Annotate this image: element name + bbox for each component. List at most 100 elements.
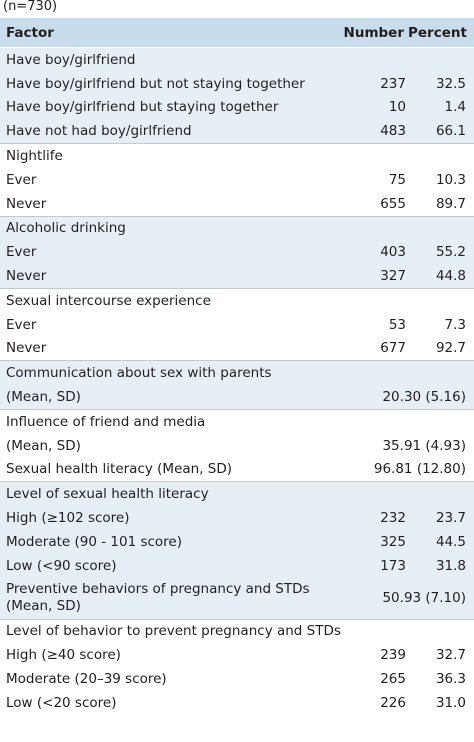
table-row: Have boy/girlfriend but not staying toge… [0, 71, 474, 96]
row-label: Influence of friend and media [0, 408, 336, 434]
row-label: Nightlife [0, 143, 336, 168]
table-row: Moderate (20–39 score) 265 36.3 [0, 667, 474, 691]
row-number: 655 [336, 191, 408, 217]
row-percent: 55.2 [408, 240, 474, 265]
row-percent: 10.3 [408, 167, 474, 192]
row-label: Never [0, 191, 336, 217]
table-row: Sexual health literacy (Mean, SD) 96.81 (… [0, 457, 474, 482]
table-row: Low (<20 score) 226 31.0 [0, 690, 474, 715]
row-number [336, 481, 408, 507]
header-number: Number [336, 18, 408, 48]
row-percent: 23.7 [408, 506, 474, 530]
row-label: (Mean, SD) [0, 433, 336, 458]
row-label: (Mean, SD) [0, 385, 336, 410]
row-mean-sd: 50.93 (7.10) [336, 577, 474, 620]
table-row: High (≥40 score) 239 32.7 [0, 643, 474, 668]
row-number: 677 [336, 336, 408, 361]
row-number: 239 [336, 643, 408, 668]
row-percent [408, 287, 474, 313]
row-percent [408, 360, 474, 386]
row-number [336, 215, 408, 241]
group-heading-row: Communication about sex with parents [0, 360, 474, 386]
row-label: High (≥102 score) [0, 506, 336, 530]
row-percent [408, 143, 474, 168]
table-row: (Mean, SD) 20.30 (5.16) [0, 385, 474, 410]
group-heading-row: Have boy/girlfriend [0, 47, 474, 72]
table-row: Never 327 44.8 [0, 264, 474, 289]
row-label: Sexual intercourse experience [0, 287, 336, 313]
row-number [336, 47, 408, 72]
row-label: Have boy/girlfriend [0, 47, 336, 72]
row-percent: 44.5 [408, 529, 474, 554]
table-row: Have not had boy/girlfriend 483 66.1 [0, 119, 474, 144]
group-heading-row: Influence of friend and media [0, 408, 474, 434]
row-label: Low (<90 score) [0, 553, 336, 578]
row-label: Level of behavior to prevent pregnancy a… [0, 618, 341, 644]
row-label: Never [0, 264, 336, 289]
row-number: 327 [336, 264, 408, 289]
table-row: Never 655 89.7 [0, 191, 474, 217]
row-number: 403 [336, 240, 408, 265]
row-number: 483 [336, 119, 408, 144]
row-number [336, 287, 408, 313]
table-row: Low (<90 score) 173 31.8 [0, 553, 474, 578]
row-label: Ever [0, 312, 336, 337]
row-percent: 89.7 [408, 191, 474, 217]
row-number [336, 408, 408, 434]
row-label: Communication about sex with parents [0, 360, 336, 386]
row-label: Sexual health literacy (Mean, SD) [0, 457, 336, 482]
row-label: Moderate (20–39 score) [0, 667, 336, 691]
row-percent [408, 408, 474, 434]
row-label: Ever [0, 167, 336, 192]
row-percent: 44.8 [408, 264, 474, 289]
table-row: (Mean, SD) 35.91 (4.93) [0, 433, 474, 458]
row-percent: 66.1 [408, 119, 474, 144]
table-row: High (≥102 score) 232 23.7 [0, 506, 474, 530]
row-percent: 36.3 [408, 667, 474, 691]
row-label: Have boy/girlfriend but staying together [0, 95, 336, 120]
row-label: Have boy/girlfriend but not staying toge… [0, 71, 336, 96]
row-number: 10 [336, 95, 408, 120]
sample-size-caption: (n=730) [3, 0, 58, 14]
row-number: 237 [336, 71, 408, 96]
row-mean-sd: 20.30 (5.16) [336, 385, 474, 410]
row-number: 226 [336, 690, 408, 715]
row-label: High (≥40 score) [0, 643, 336, 668]
row-label: Ever [0, 240, 336, 265]
row-number: 75 [336, 167, 408, 192]
table-header: Factor Number Percent [0, 18, 474, 48]
group-heading-row: Level of sexual health literacy [0, 481, 474, 507]
group-heading-row: Sexual intercourse experience [0, 287, 474, 313]
row-number: 53 [336, 312, 408, 337]
table-row: Never 677 92.7 [0, 336, 474, 361]
row-label: Never [0, 336, 336, 361]
table-row: Preventive behaviors of pregnancy and ST… [0, 577, 474, 620]
row-percent: 1.4 [408, 95, 474, 120]
group-heading-row: Level of behavior to prevent pregnancy a… [0, 618, 474, 644]
row-label: Have not had boy/girlfriend [0, 119, 336, 144]
row-number [336, 143, 408, 168]
row-label: Preventive behaviors of pregnancy and ST… [0, 577, 336, 620]
row-percent: 32.7 [408, 643, 474, 668]
table-row: Ever 53 7.3 [0, 312, 474, 337]
row-label: Alcoholic drinking [0, 215, 336, 241]
row-percent: 92.7 [408, 336, 474, 361]
table-row: Moderate (90 - 101 score) 325 44.5 [0, 529, 474, 554]
group-heading-row: Alcoholic drinking [0, 215, 474, 241]
table-row: Ever 75 10.3 [0, 167, 474, 192]
header-percent: Percent [408, 18, 474, 48]
row-number [336, 360, 408, 386]
row-label: Low (<20 score) [0, 690, 336, 715]
row-number: 173 [336, 553, 408, 578]
row-percent [408, 215, 474, 241]
row-mean-sd: 35.91 (4.93) [336, 433, 474, 458]
table-body: Have boy/girlfriend Have boy/girlfriend b… [0, 47, 474, 715]
row-percent: 31.0 [408, 690, 474, 715]
header-factor: Factor [0, 18, 336, 48]
table-row: Have boy/girlfriend but staying together… [0, 95, 474, 120]
factor-table: Factor Number Percent Have boy/girlfrien… [0, 18, 474, 715]
row-label: Moderate (90 - 101 score) [0, 529, 336, 554]
row-percent [408, 481, 474, 507]
table-row: Ever 403 55.2 [0, 240, 474, 265]
